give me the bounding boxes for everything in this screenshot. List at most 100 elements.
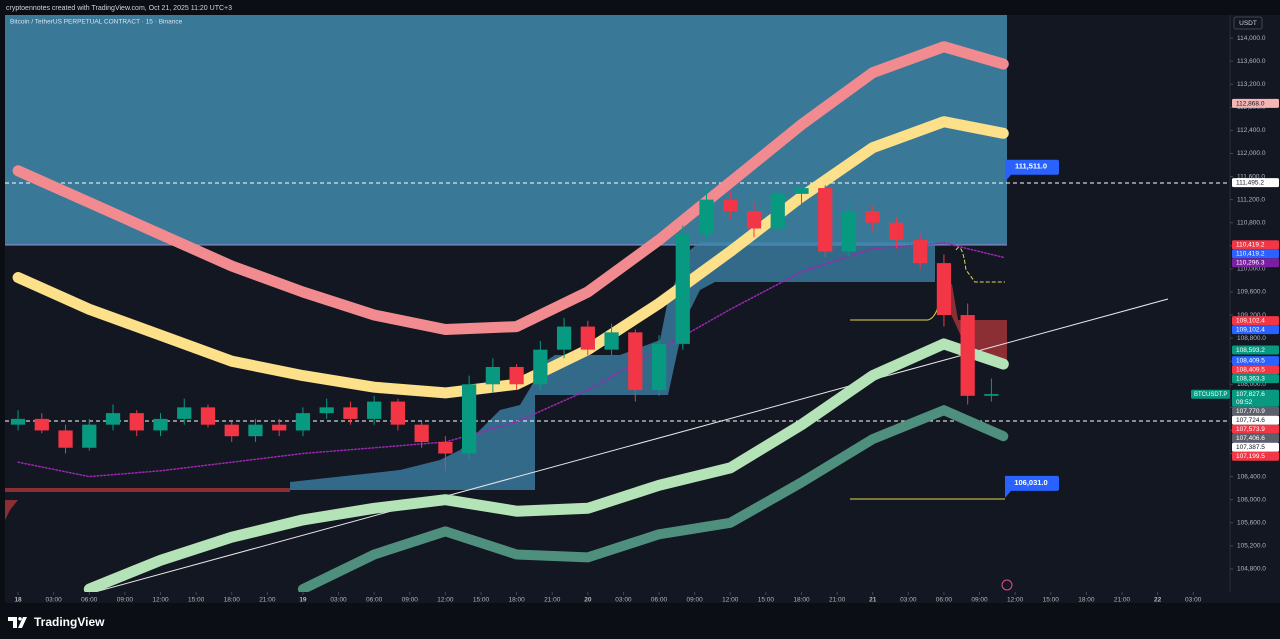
price-tag: 108,593.2: [1232, 345, 1279, 355]
legend-title: Bitcoin / TetherUS PERPETUAL CONTRACT · …: [10, 19, 183, 26]
price-tag-box: [1232, 240, 1279, 250]
x-tick-label: 20: [584, 597, 592, 604]
candle-body: [651, 343, 667, 391]
price-tag: 111,495.2: [1232, 178, 1279, 188]
price-tag-label: 109,102.4: [1236, 318, 1265, 325]
callout-label: 111,511.0: [1015, 162, 1047, 171]
candle-body: [390, 401, 406, 425]
y-tick-label: 110,800.0: [1237, 219, 1266, 226]
x-tick-label: 03:00: [330, 597, 347, 604]
price-tag-box: [1232, 316, 1279, 326]
x-tick-label: 09:00: [971, 597, 988, 604]
candle-body: [485, 366, 500, 385]
candle-body: [105, 413, 121, 425]
price-tag: 109,102.4: [1232, 325, 1279, 335]
symbol-label: BTCUSDT.P: [1194, 392, 1227, 398]
candle-body: [34, 418, 49, 431]
candle-body: [865, 211, 880, 223]
price-tag: 112,868.0: [1232, 98, 1279, 108]
price-tag-box: [1232, 415, 1279, 425]
currency: USDT: [1239, 20, 1257, 27]
x-tick-label: 18: [14, 597, 22, 604]
candle-body: [319, 407, 334, 414]
candle-body: [129, 413, 144, 431]
price-tag-label: 107,406.6: [1236, 435, 1265, 442]
price-tag-label: 110,296.3: [1236, 260, 1265, 267]
brand: TradingView: [34, 615, 105, 629]
price-tag-label: 108,409.5: [1236, 367, 1265, 374]
candle-body: [82, 424, 97, 448]
candle-body: [248, 424, 263, 437]
y-tick-label: 106,000.0: [1237, 496, 1266, 503]
candle-body: [153, 418, 168, 431]
y-tick-label: 105,200.0: [1237, 543, 1266, 550]
price-tag-box: [1232, 451, 1279, 461]
price-tag-label: 110,419.2: [1236, 242, 1265, 249]
brand-logo: [8, 617, 27, 628]
candle-body: [841, 211, 857, 252]
price-tag-box: [1232, 389, 1279, 407]
price-tag-label: 107,827.6: [1236, 391, 1265, 398]
price-tag-box: [1232, 98, 1279, 108]
candle-body: [509, 366, 524, 385]
price-tag: 107,573.9: [1232, 424, 1279, 434]
price-tag-box: [1232, 406, 1279, 416]
candle-body: [818, 188, 833, 252]
price-tag-box: [1232, 249, 1279, 259]
price-tag-label: 108,409.5: [1236, 358, 1265, 365]
x-tick-label: 12:00: [722, 597, 739, 604]
price-tag: 107,724.6: [1232, 415, 1279, 425]
x-tick-label: 21: [869, 597, 877, 604]
x-tick-label: 12:00: [1007, 597, 1024, 604]
price-tag-label: 110,419.2: [1236, 251, 1265, 258]
candle-body: [200, 407, 216, 425]
candle-body: [699, 199, 714, 235]
callout: 111,511.0: [1005, 159, 1059, 182]
axes: 104,800.0 105,200.0 105,600.0 106,000.0 106,…: [14, 35, 1266, 604]
overlay-line: [12, 41, 1009, 335]
candle-body: [533, 349, 548, 385]
price-tag-label: 107,199.5: [1236, 453, 1265, 460]
price-tag-label: 112,868.0: [1236, 100, 1265, 107]
zone: [5, 15, 1007, 245]
x-tick-label: 06:00: [366, 597, 383, 604]
cloud-red: [5, 488, 290, 520]
candle-body: [746, 211, 762, 229]
x-tick-label: 21:00: [259, 597, 276, 604]
y-tick-label: 106,400.0: [1237, 473, 1266, 480]
x-tick-label: 06:00: [81, 597, 98, 604]
x-tick-label: 21:00: [1114, 597, 1131, 604]
candle-body: [889, 222, 904, 241]
symbol-box: [1191, 389, 1230, 399]
price-tag-box: [1232, 178, 1279, 188]
replay-icon[interactable]: [1001, 579, 1013, 591]
price-tag: 108,409.5: [1232, 365, 1279, 375]
y-tick-label: 109,200.0: [1237, 312, 1266, 319]
x-tick-label: 15:00: [758, 597, 775, 604]
y-tick-label: 113,600.0: [1237, 58, 1266, 65]
header-text: cryptoennotes created with TradingView.c…: [6, 5, 232, 12]
candle-body: [984, 394, 999, 396]
price-tag-box: [1232, 374, 1279, 384]
price-tag-countdown: 09:52: [1236, 399, 1253, 406]
candle-body: [58, 430, 73, 448]
price-tag-label: 107,724.6: [1236, 417, 1265, 424]
x-tick-label: 09:00: [687, 597, 704, 604]
y-tick-label: 104,800.0: [1237, 566, 1266, 573]
y-tick-label: 111,600.0: [1237, 173, 1265, 180]
y-tick-label: 110,000.0: [1237, 266, 1266, 273]
price-tag-box: [1232, 345, 1279, 355]
candle-body: [414, 424, 429, 442]
candle-body: [936, 263, 952, 316]
x-tick-label: 18:00: [508, 597, 525, 604]
x-tick-label: 09:00: [117, 597, 134, 604]
cloud: [290, 242, 935, 490]
level-line: [955, 247, 1005, 283]
price-tag-label: 108,593.2: [1236, 347, 1265, 354]
overlay-line: [297, 405, 1009, 592]
x-tick-label: 21:00: [544, 597, 561, 604]
x-tick-label: 21:00: [829, 597, 846, 604]
price-tag-label: 109,102.4: [1236, 327, 1265, 334]
price-tag: 108,409.5: [1232, 356, 1279, 366]
